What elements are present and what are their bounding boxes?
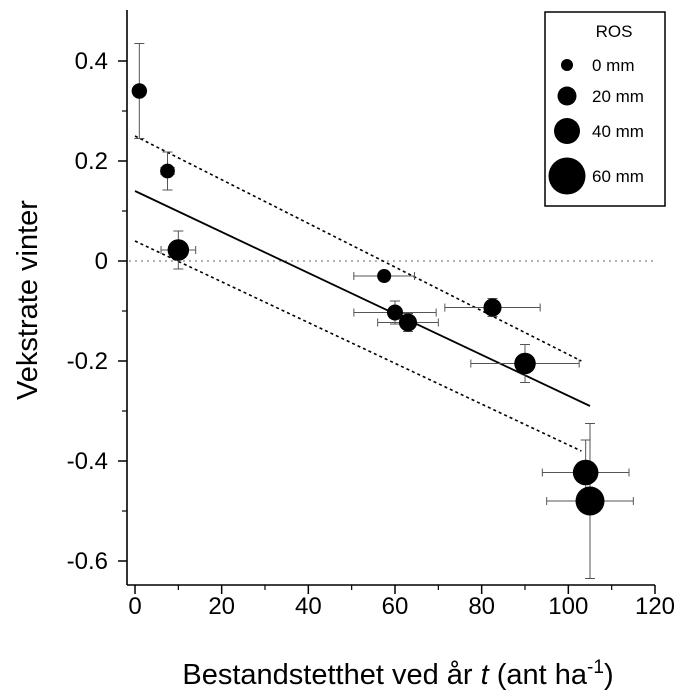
x-axis-title-unit-sup: -1	[587, 657, 604, 678]
point-layer	[131, 83, 605, 516]
x-axis-title-gap-2	[489, 659, 497, 691]
x-axis-title: Bestandstetthet ved år t (ant ha-1)	[182, 657, 613, 691]
x-ticks: 0 20 40 60 80 100 120	[128, 585, 675, 620]
confidence-band-upper	[134, 135, 582, 362]
legend-label: 0 mm	[592, 56, 635, 75]
data-point	[514, 352, 536, 375]
y-tick-label: 0.2	[75, 148, 108, 175]
legend-entries: 0 mm 20 mm 40 mm 60 mm	[548, 56, 644, 195]
data-point	[575, 486, 605, 516]
y-tick-label: -0.4	[67, 448, 108, 475]
legend-label: 40 mm	[592, 122, 644, 141]
legend-label: 60 mm	[592, 167, 644, 186]
x-tick-label: 40	[295, 593, 322, 620]
x-axis-title-gap-1	[473, 659, 481, 691]
y-tick-label: -0.6	[67, 548, 108, 575]
regression-line	[134, 190, 591, 407]
x-axis-title-var: t	[481, 659, 491, 691]
x-axis-title-unit: (ant ha	[497, 659, 588, 691]
x-axis-title-unit-close: )	[604, 659, 614, 691]
legend-marker	[561, 59, 573, 71]
y-tick-label: 0	[95, 248, 108, 275]
y-tick-label: 0.4	[75, 48, 108, 75]
data-point	[398, 313, 418, 332]
data-point	[386, 304, 404, 321]
x-tick-label: 60	[382, 593, 409, 620]
legend-label: 20 mm	[592, 87, 644, 106]
data-point	[131, 83, 148, 99]
x-tick-label: 100	[548, 593, 588, 620]
data-point	[160, 163, 175, 179]
x-tick-label: 20	[208, 593, 235, 620]
legend: ROS 0 mm 20 mm 40 mm 60 mm	[544, 11, 666, 207]
y-tick-label: -0.2	[67, 348, 108, 375]
x-tick-label: 120	[635, 593, 675, 620]
data-point	[167, 239, 190, 261]
x-axis-title-main: Bestandstetthet ved år	[182, 659, 473, 691]
x-tick-label: 80	[468, 593, 495, 620]
legend-marker	[557, 86, 577, 106]
x-tick-label: 0	[128, 593, 141, 620]
y-axis-title: Vekstrate vinter	[12, 200, 44, 400]
data-point	[483, 298, 502, 317]
data-point	[572, 459, 599, 486]
legend-marker	[554, 118, 580, 144]
confidence-band-layer	[134, 135, 582, 452]
confidence-band-lower	[134, 240, 582, 452]
legend-marker	[548, 157, 586, 195]
axes	[126, 10, 655, 586]
legend-title: ROS	[596, 22, 633, 41]
data-point	[377, 268, 392, 284]
regression-layer	[134, 190, 591, 407]
y-ticks: 0.4 0.2 0 -0.2 -0.4 -0.6	[67, 48, 127, 575]
